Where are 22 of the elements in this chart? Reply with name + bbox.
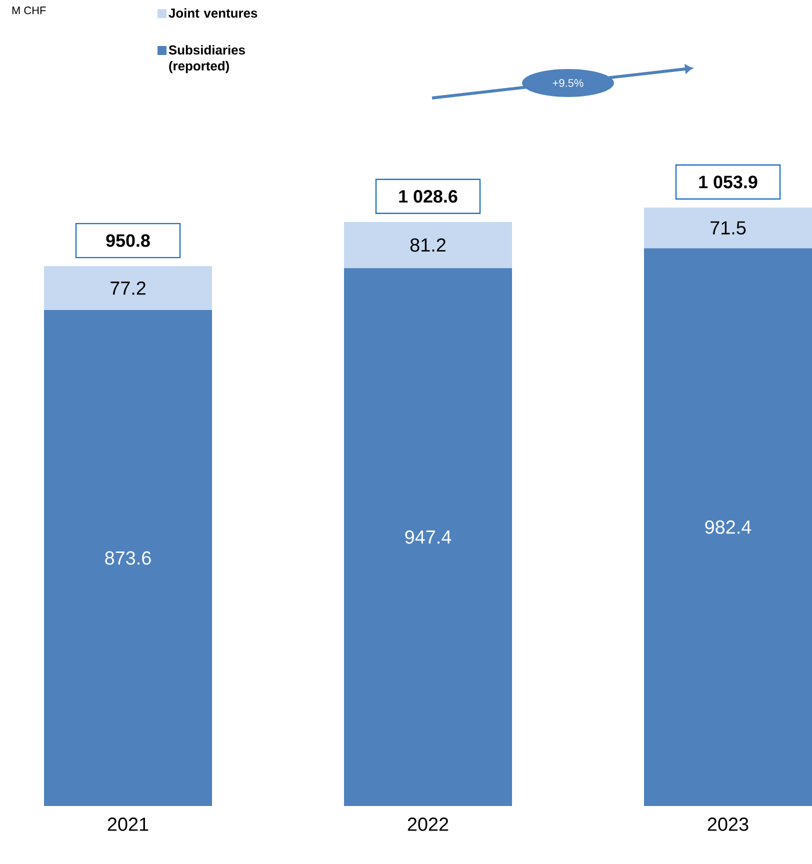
total-label: 1 028.6 bbox=[399, 190, 458, 203]
bar bbox=[644, 208, 812, 248]
data-label: 947.4 bbox=[405, 530, 452, 544]
bar bbox=[44, 310, 212, 806]
legend-label: Subsidiaries (reported) bbox=[168, 45, 245, 74]
data-label: 77.2 bbox=[110, 281, 146, 295]
bar bbox=[644, 248, 812, 806]
text: M CHF bbox=[12, 6, 46, 14]
x-tick-label: 2022 bbox=[408, 818, 448, 831]
bar bbox=[344, 222, 512, 268]
total-label: 950.8 bbox=[106, 234, 150, 247]
legend-label: Joint ventures bbox=[168, 8, 258, 18]
x-tick-label: 2021 bbox=[108, 818, 148, 831]
text: +9.5% bbox=[552, 79, 584, 87]
x-tick-label: 2023 bbox=[708, 818, 748, 831]
data-label: 71.5 bbox=[710, 221, 746, 235]
bar bbox=[344, 268, 512, 806]
data-label: 982.4 bbox=[705, 520, 752, 534]
data-label: 81.2 bbox=[410, 238, 446, 252]
bar bbox=[44, 266, 212, 310]
data-label: 873.6 bbox=[105, 551, 151, 565]
total-label: 1 053.9 bbox=[699, 176, 758, 188]
